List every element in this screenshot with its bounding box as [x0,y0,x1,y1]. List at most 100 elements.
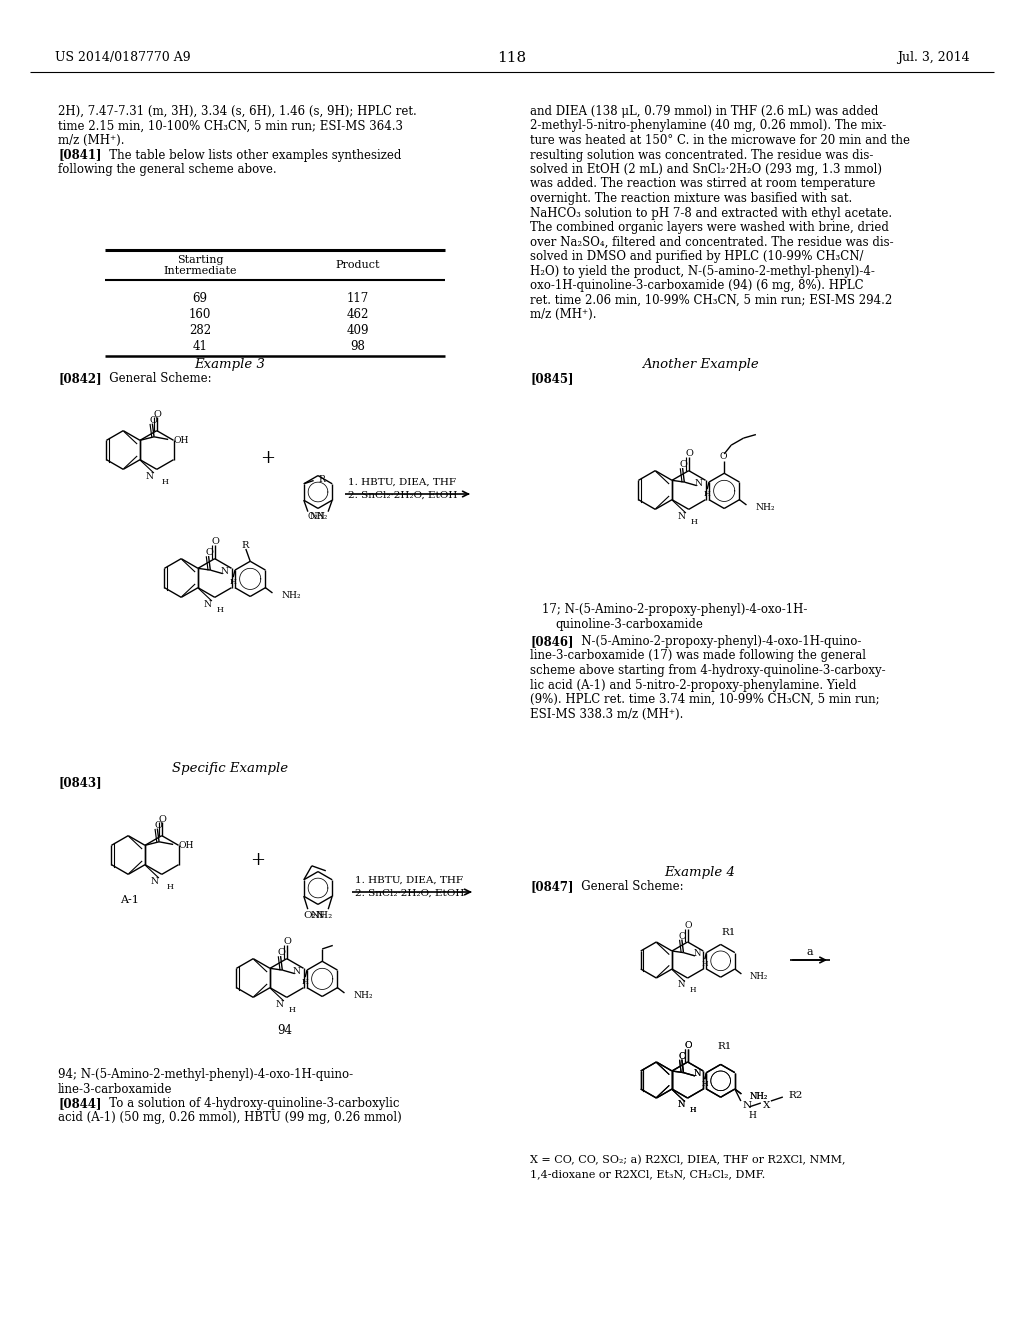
Text: N: N [693,1069,700,1078]
Text: H: H [301,978,308,986]
Text: time 2.15 min, 10-100% CH₃CN, 5 min run; ESI-MS 364.3: time 2.15 min, 10-100% CH₃CN, 5 min run;… [58,120,403,132]
Text: N: N [275,1001,284,1008]
Text: O: O [685,1041,692,1051]
Text: quinoline-3-carboxamide: quinoline-3-carboxamide [555,618,702,631]
Text: N: N [145,473,154,480]
Text: OH: OH [173,436,189,445]
Text: NaHCO₃ solution to pH 7-8 and extracted with ethyl acetate.: NaHCO₃ solution to pH 7-8 and extracted … [530,206,892,219]
Text: 94: 94 [278,1023,293,1036]
Text: R: R [242,541,249,550]
Text: O: O [679,1052,686,1061]
Text: O: O [150,416,157,425]
Text: Jul. 3, 2014: Jul. 3, 2014 [897,51,970,65]
Text: line-3-carboxamide (17) was made following the general: line-3-carboxamide (17) was made followi… [530,649,866,663]
Text: N: N [677,979,685,989]
Text: H: H [701,1080,709,1088]
Text: N: N [293,968,301,975]
Text: NH₂: NH₂ [309,512,328,521]
Text: 1. HBTU, DIEA, THF: 1. HBTU, DIEA, THF [348,478,456,487]
Text: 41: 41 [193,341,208,352]
Text: R2: R2 [788,1090,803,1100]
Text: [0847]: [0847] [530,880,573,894]
Text: Starting: Starting [177,255,223,265]
Text: The combined organic layers were washed with brine, dried: The combined organic layers were washed … [530,220,889,234]
Text: H₂O) to yield the product, N-(5-amino-2-methyl-phenyl)-4-: H₂O) to yield the product, N-(5-amino-2-… [530,264,874,277]
Text: +: + [251,851,265,869]
Text: +: + [260,449,275,467]
Text: [0845]: [0845] [530,372,573,385]
Text: acid (A-1) (50 mg, 0.26 mmol), HBTU (99 mg, 0.26 mmol): acid (A-1) (50 mg, 0.26 mmol), HBTU (99 … [58,1111,401,1125]
Text: 2H), 7.47-7.31 (m, 3H), 3.34 (s, 6H), 1.46 (s, 9H); HPLC ret.: 2H), 7.47-7.31 (m, 3H), 3.34 (s, 6H), 1.… [58,106,417,117]
Text: N: N [693,1069,700,1078]
Text: N: N [742,1101,752,1110]
Text: O: O [206,548,213,557]
Text: H: H [689,1106,696,1114]
Text: O: O [155,821,162,829]
Text: Example 3: Example 3 [195,358,265,371]
Text: H: H [701,1080,709,1088]
Text: 2-methyl-5-nitro-phenylamine (40 mg, 0.26 mmol). The mix-: 2-methyl-5-nitro-phenylamine (40 mg, 0.2… [530,120,886,132]
Text: [0841]: [0841] [58,149,101,161]
Text: US 2014/0187770 A9: US 2014/0187770 A9 [55,51,190,65]
Text: N: N [677,1100,685,1109]
Text: H: H [167,883,174,891]
Text: 282: 282 [189,323,211,337]
Text: solved in EtOH (2 mL) and SnCl₂·2H₂O (293 mg, 1.3 mmol): solved in EtOH (2 mL) and SnCl₂·2H₂O (29… [530,162,882,176]
Text: ture was heated at 150° C. in the microwave for 20 min and the: ture was heated at 150° C. in the microw… [530,135,910,147]
Text: 1. HBTU, DIEA, THF: 1. HBTU, DIEA, THF [355,876,463,884]
Text: 117: 117 [347,292,369,305]
Text: oxo-1H-quinoline-3-carboxamide (94) (6 mg, 8%). HPLC: oxo-1H-quinoline-3-carboxamide (94) (6 m… [530,279,863,292]
Text: O: O [212,536,220,545]
Text: N: N [693,949,700,958]
Text: NH₂: NH₂ [750,972,768,981]
Text: 94; N-(5-Amino-2-methyl-phenyl)-4-oxo-1H-quino-: 94; N-(5-Amino-2-methyl-phenyl)-4-oxo-1H… [58,1068,353,1081]
Text: ESI-MS 338.3 m/z (MH⁺).: ESI-MS 338.3 m/z (MH⁺). [530,708,683,721]
Text: a: a [807,946,813,957]
Text: N: N [220,568,228,576]
Text: NH₂: NH₂ [750,1092,768,1101]
Text: 409: 409 [347,323,370,337]
Text: O: O [686,449,693,458]
Text: 2. SnCl₂·2H₂O, EtOH: 2. SnCl₂·2H₂O, EtOH [355,888,464,898]
Text: O: O [720,453,727,462]
Text: O: O [284,937,292,945]
Text: 160: 160 [188,308,211,321]
Text: N: N [204,599,212,609]
Text: was added. The reaction was stirred at room temperature: was added. The reaction was stirred at r… [530,177,876,190]
Text: To a solution of 4-hydroxy-quinoline-3-carboxylic: To a solution of 4-hydroxy-quinoline-3-c… [98,1097,399,1110]
Text: resulting solution was concentrated. The residue was dis-: resulting solution was concentrated. The… [530,149,873,161]
Text: following the general scheme above.: following the general scheme above. [58,162,276,176]
Text: N-(5-Amino-2-propoxy-phenyl)-4-oxo-1H-quino-: N-(5-Amino-2-propoxy-phenyl)-4-oxo-1H-qu… [570,635,861,648]
Text: N: N [151,876,159,886]
Text: H: H [289,1006,295,1014]
Text: 69: 69 [193,292,208,305]
Text: Product: Product [336,260,380,271]
Text: O: O [685,1041,692,1051]
Text: H: H [162,478,169,486]
Text: N: N [694,479,702,488]
Text: [0846]: [0846] [530,635,573,648]
Text: The table below lists other examples synthesized: The table below lists other examples syn… [98,149,401,161]
Text: H: H [689,986,696,994]
Text: O: O [154,411,162,418]
Text: line-3-carboxamide: line-3-carboxamide [58,1082,172,1096]
Text: NH₂: NH₂ [282,591,301,601]
Text: Another Example: Another Example [642,358,759,371]
Text: O: O [278,948,286,957]
Text: m/z (MH⁺).: m/z (MH⁺). [58,135,125,147]
Text: X: X [763,1101,770,1110]
Text: Intermediate: Intermediate [163,267,237,276]
Text: O₂N: O₂N [308,512,326,521]
Text: H: H [689,1106,696,1114]
Text: NH₂: NH₂ [311,911,333,920]
Text: Example 4: Example 4 [665,866,735,879]
Text: NH₂: NH₂ [756,503,775,512]
Text: over Na₂SO₄, filtered and concentrated. The residue was dis-: over Na₂SO₄, filtered and concentrated. … [530,235,894,248]
Text: 462: 462 [347,308,370,321]
Text: NH₂: NH₂ [353,991,373,1001]
Text: R1: R1 [718,1041,732,1051]
Text: O: O [679,459,687,469]
Text: [0842]: [0842] [58,372,101,385]
Text: (9%). HPLC ret. time 3.74 min, 10-99% CH₃CN, 5 min run;: (9%). HPLC ret. time 3.74 min, 10-99% CH… [530,693,880,706]
Text: A-1: A-1 [121,895,139,906]
